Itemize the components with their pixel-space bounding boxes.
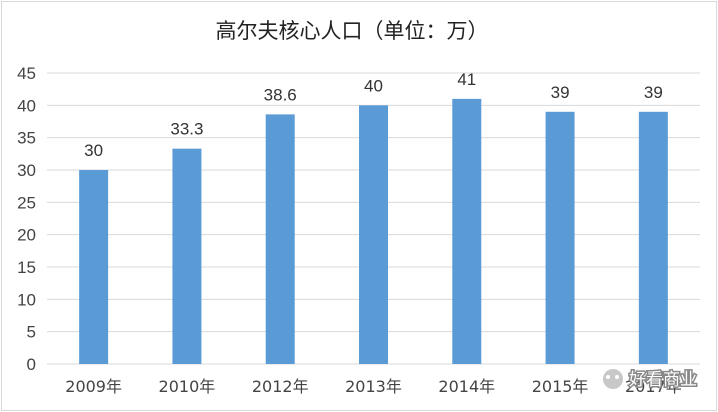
chart-title: 高尔夫核心人口（单位：万）	[216, 19, 489, 43]
bar-2010年	[172, 148, 202, 364]
data-label: 40	[364, 76, 383, 95]
bar-2017年	[638, 111, 668, 364]
bar-2013年	[359, 105, 388, 364]
x-tick-label: 2013年	[345, 377, 402, 396]
x-tick-label: 2009年	[65, 377, 122, 396]
bar-2014年	[452, 98, 482, 364]
data-label: 39	[644, 83, 663, 102]
watermark: 好看商业	[601, 367, 699, 392]
x-tick-label: 2015年	[532, 377, 589, 396]
y-tick-label: 25	[17, 193, 36, 212]
y-tick-label: 40	[17, 96, 36, 115]
x-tick-label: 2010年	[159, 377, 216, 396]
y-tick-label: 10	[17, 290, 36, 309]
x-tick-label: 2014年	[438, 377, 495, 396]
y-tick-label: 15	[17, 258, 36, 277]
bar-2009年	[79, 170, 109, 364]
x-axis: 2009年 2010年 2012年 2013年 2014年 2015年 2017年	[65, 377, 681, 396]
data-label: 41	[457, 70, 476, 89]
y-tick-label: 45	[17, 64, 36, 83]
y-tick-label: 30	[17, 161, 36, 180]
data-label: 39	[551, 83, 570, 102]
y-tick-label: 0	[27, 355, 36, 374]
wechat-icon	[601, 367, 625, 391]
watermark-text: 好看商业	[629, 370, 697, 390]
bar-2012年	[265, 114, 295, 365]
data-label: 30	[84, 141, 103, 160]
y-axis: 0 5 10 15 20 25 30 35 40 45	[17, 64, 36, 374]
bars	[79, 98, 668, 365]
data-labels: 30 33.3 38.6 40 41 39 39	[84, 70, 663, 160]
data-label: 38.6	[264, 85, 297, 104]
x-tick-label: 2017年	[625, 377, 682, 396]
x-tick-label: 2012年	[252, 377, 309, 396]
data-label: 33.3	[170, 120, 203, 139]
y-tick-label: 35	[17, 129, 36, 148]
y-tick-label: 5	[27, 323, 36, 342]
y-tick-label: 20	[17, 226, 36, 245]
bar-2015年	[545, 111, 575, 364]
